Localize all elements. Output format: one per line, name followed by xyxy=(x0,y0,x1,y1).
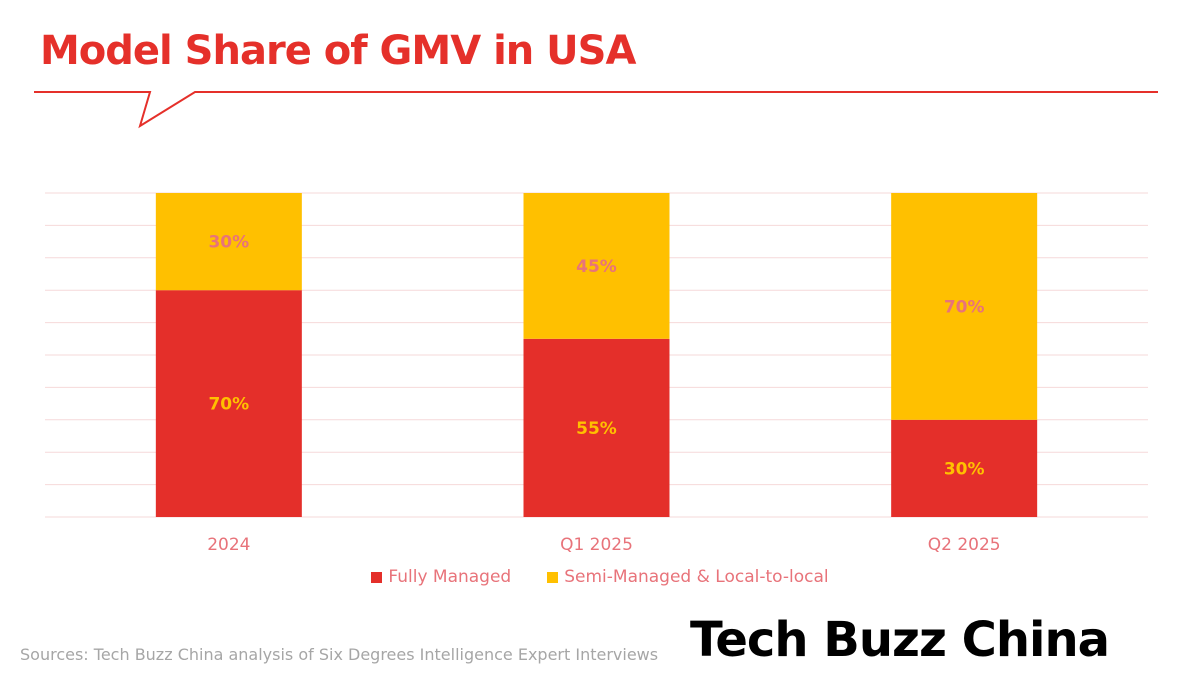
legend-item-fully-managed: Fully Managed xyxy=(371,567,511,587)
speech-bubble-underline xyxy=(34,91,1158,129)
data-label: 30% xyxy=(208,233,249,253)
data-label: 30% xyxy=(944,459,985,479)
data-label: 45% xyxy=(576,257,617,277)
legend-item-semi-managed: Semi-Managed & Local-to-local xyxy=(547,567,829,587)
bar-segment xyxy=(891,193,1038,420)
stacked-bar-chart: 70% 30% 2024 55% 45% Q1 2025 30% 70% Q2 2025 xyxy=(45,192,1148,555)
data-label: 70% xyxy=(208,395,249,415)
legend-label: Semi-Managed & Local-to-local xyxy=(564,567,829,587)
legend-swatch xyxy=(547,571,559,583)
data-label: 70% xyxy=(944,297,985,317)
x-tick-label: 2024 xyxy=(207,535,250,555)
bar-segment xyxy=(891,419,1038,517)
bar-segment xyxy=(523,193,670,339)
data-label: 55% xyxy=(576,419,617,439)
bar-segment xyxy=(155,193,302,291)
source-note: Sources: Tech Buzz China analysis of Six… xyxy=(20,645,659,664)
tech-buzz-china-logo: Tech Buzz China xyxy=(690,612,1110,668)
x-tick-label: Q1 2025 xyxy=(560,535,633,555)
x-tick-label: Q2 2025 xyxy=(928,535,1001,555)
bar-segment xyxy=(155,290,302,517)
legend-label: Fully Managed xyxy=(388,567,512,587)
legend: Fully Managed Semi-Managed & Local-to-lo… xyxy=(0,567,1200,587)
bar-segment xyxy=(523,338,670,517)
legend-swatch xyxy=(371,571,383,583)
chart-title: Model Share of GMV in USA xyxy=(40,28,636,74)
